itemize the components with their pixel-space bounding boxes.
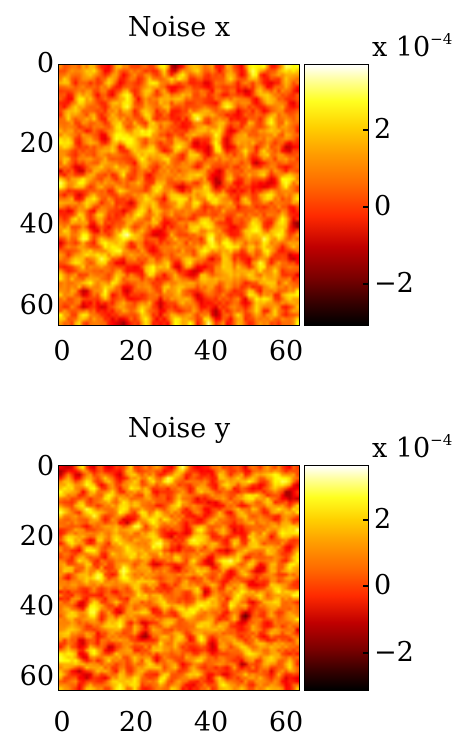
- heatmap-plot: [58, 64, 300, 326]
- colorbar: [304, 64, 369, 326]
- figure-noise-x: Noise x 0 20 40 60 0 20 40 60 2 0 −2 x 1…: [19, 12, 453, 367]
- y-tick-label: 0: [36, 48, 54, 79]
- colorbar-tick-mark: [363, 206, 369, 208]
- multiplier-base: x 10: [372, 433, 431, 464]
- x-tick-label: 60: [268, 336, 304, 367]
- y-tick-label: 20: [19, 128, 54, 159]
- x-tick-label: 20: [118, 336, 154, 367]
- x-tick-label: 40: [193, 707, 229, 738]
- y-tick-label: 20: [19, 521, 54, 552]
- colorbar-multiplier: x 10−4: [372, 425, 452, 464]
- colorbar-multiplier: x 10−4: [372, 24, 452, 63]
- y-tick-label: 0: [36, 451, 54, 482]
- colorbar-tick-mark: [363, 129, 369, 131]
- x-tick-label: 0: [53, 336, 71, 367]
- chart-title: Noise y: [127, 413, 231, 444]
- colorbar-tick-label: 0: [374, 570, 392, 601]
- heatmap-cells: [59, 65, 299, 325]
- colorbar-tick-mark: [363, 585, 369, 587]
- x-tick-label: 20: [118, 707, 154, 738]
- heatmap-cells: [59, 466, 299, 690]
- colorbar-tick-label: 0: [374, 191, 392, 222]
- colorbar-tick-label: 2: [374, 114, 392, 145]
- colorbar-tick-mark: [363, 283, 369, 285]
- colorbar-tick-label: −2: [374, 637, 414, 668]
- colorbar-tick-mark: [363, 652, 369, 654]
- y-tick-label: 40: [19, 591, 54, 622]
- multiplier-exponent: −4: [430, 431, 453, 449]
- colorbar: [304, 465, 369, 691]
- x-tick-label: 40: [193, 336, 229, 367]
- multiplier-base: x 10: [372, 32, 431, 63]
- y-tick-label: 60: [19, 290, 54, 321]
- chart-title: Noise x: [127, 12, 231, 43]
- colorbar-tick-label: −2: [374, 268, 414, 299]
- colorbar-tick-label: 2: [374, 504, 392, 535]
- x-tick-label: 60: [268, 707, 304, 738]
- multiplier-exponent: −4: [430, 30, 453, 48]
- heatmap-plot: [58, 465, 300, 691]
- x-tick-label: 0: [53, 707, 71, 738]
- y-tick-label: 40: [19, 209, 54, 240]
- y-tick-label: 60: [19, 661, 54, 692]
- figure-noise-y: Noise y 0 20 40 60 0 20 40 60 2 0 −2 x 1…: [0, 371, 466, 742]
- colorbar-tick-mark: [363, 519, 369, 521]
